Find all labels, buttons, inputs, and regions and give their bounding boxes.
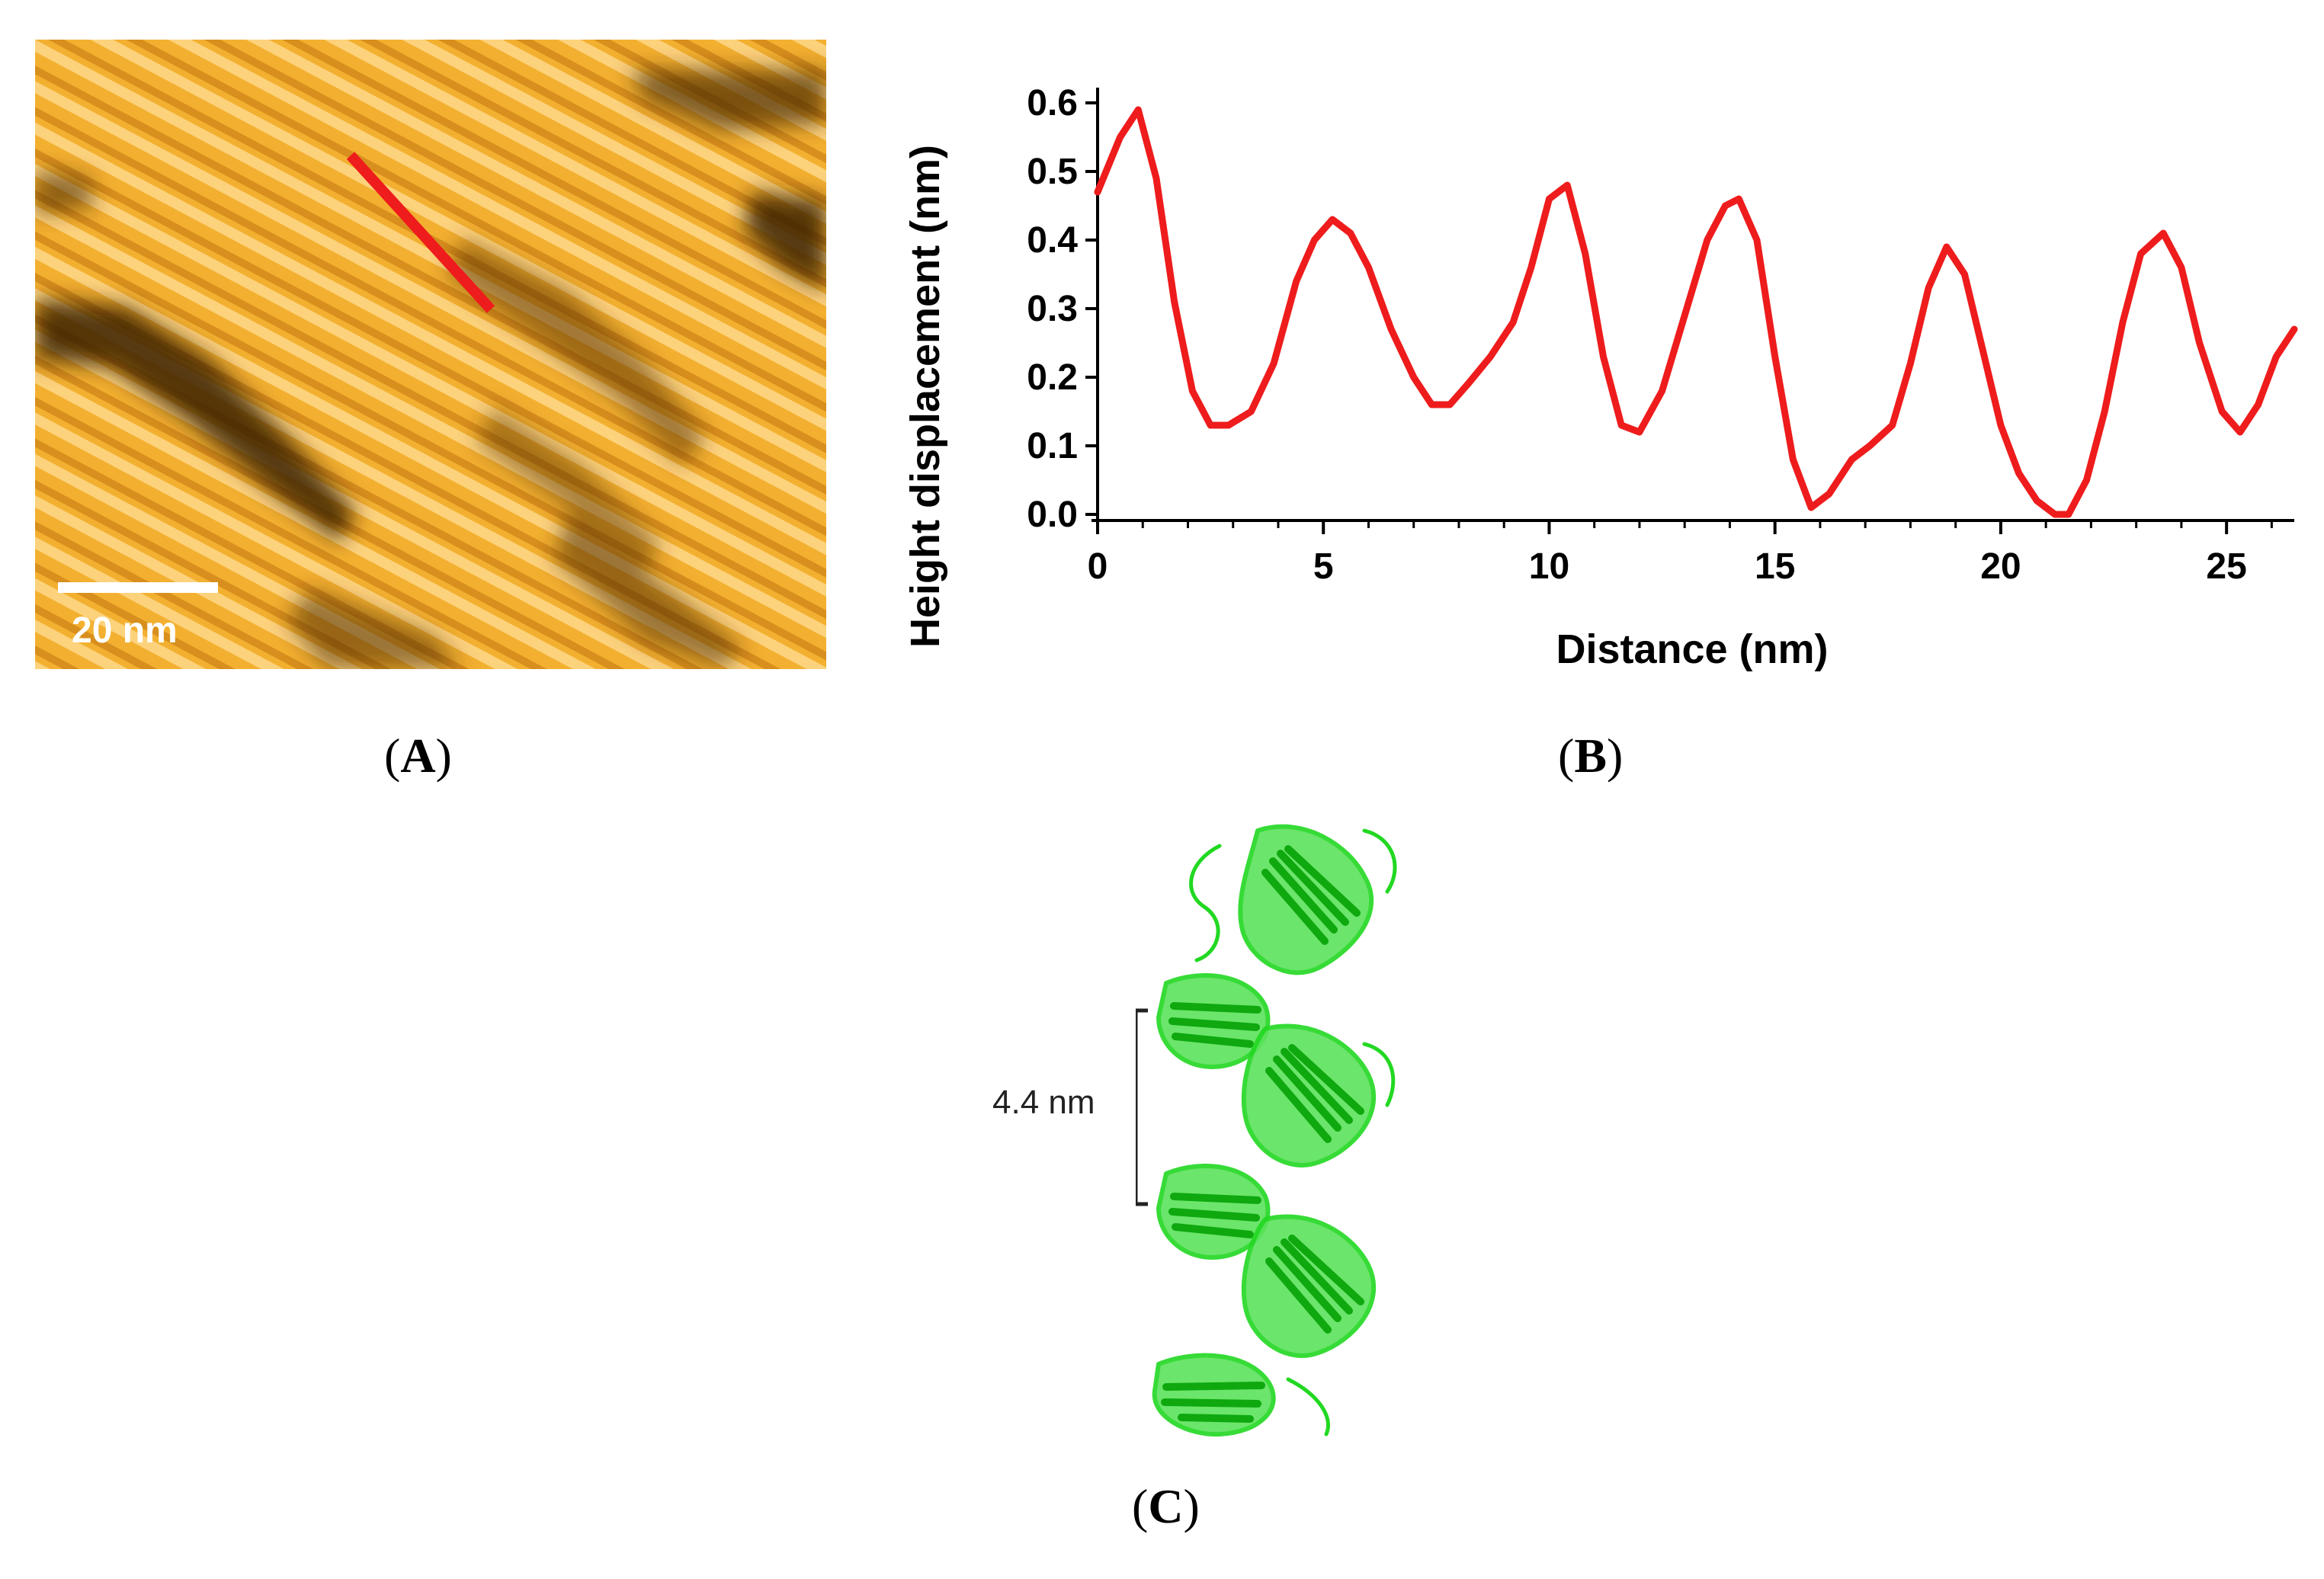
panel-letter-b: B (1574, 729, 1607, 783)
chart-axes (1091, 88, 2294, 522)
y-tick-label: 0.1 (1027, 426, 1078, 466)
panel-caption-b: (B) (1558, 729, 1624, 783)
afm-image-svg (35, 40, 826, 669)
protein-unit-middle (1241, 1023, 1396, 1167)
x-tick-label: 5 (1313, 546, 1334, 587)
dimension-bar (1136, 1008, 1148, 1206)
x-tick-label: 15 (1755, 546, 1795, 587)
scale-bar (58, 582, 218, 593)
y-tick-label: 0.6 (1027, 83, 1078, 123)
y-axis-label: Height displacement (nm) (902, 145, 948, 648)
panel-letter-c: C (1148, 1479, 1184, 1533)
height-profile-chart: 0.0 0.1 0.2 0.3 0.4 0.5 0.6 0 5 10 15 20 25 Distance… (902, 83, 2298, 672)
profile-line (346, 152, 495, 313)
series-line-height-profile (1094, 106, 2298, 518)
protein-ribbon-illustration (1152, 824, 1397, 1437)
x-axis-label: Distance (nm) (1556, 626, 1828, 672)
afm-dark-regions (35, 70, 826, 669)
y-tick-label: 0.0 (1027, 495, 1078, 535)
afm-image (35, 40, 826, 669)
chart-ticks: 0.0 0.1 0.2 0.3 0.4 0.5 0.6 0 5 10 15 20 25 (1027, 83, 2273, 587)
y-tick-label: 0.5 (1027, 152, 1078, 192)
panel-letter-a: A (400, 729, 436, 783)
panel-caption-c: (C) (1132, 1479, 1200, 1533)
dimension-label: 4.4 nm (992, 1084, 1095, 1121)
protein-unit-top (1189, 824, 1397, 975)
panel-caption-a: (A) (384, 729, 452, 783)
protein-unit-lower-middle (1241, 1214, 1377, 1358)
x-tick-label: 25 (2206, 546, 2246, 587)
protein-unit-bottom (1152, 1353, 1331, 1437)
y-tick-label: 0.2 (1027, 357, 1078, 398)
x-tick-label: 0 (1088, 546, 1108, 587)
y-tick-label: 0.4 (1027, 220, 1078, 261)
scale-bar-label: 20 nm (72, 610, 178, 651)
y-tick-label: 0.3 (1027, 289, 1078, 329)
protein-structure (1136, 824, 1397, 1437)
x-tick-label: 10 (1529, 546, 1569, 587)
x-tick-label: 20 (1980, 546, 2021, 587)
